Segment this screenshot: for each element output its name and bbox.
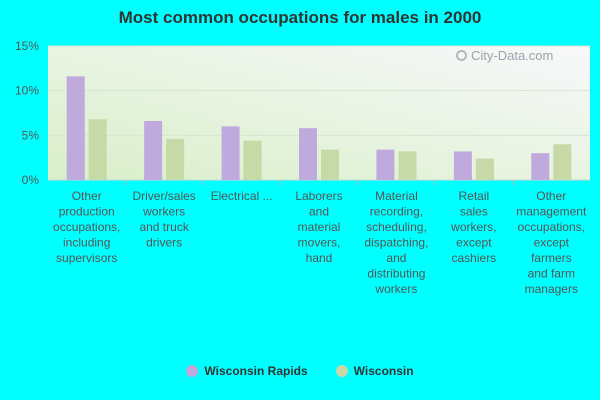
chart-title: Most common occupations for males in 200… <box>118 8 482 27</box>
x-tick-label: Laborers and material movers, hand <box>295 189 342 265</box>
legend-label: Wisconsin <box>353 364 414 378</box>
bar-wisconsin-rapids <box>376 149 395 180</box>
bar-wisconsin-rapids <box>144 121 163 180</box>
search-icon <box>456 50 467 61</box>
bar-wisconsin-rapids <box>531 153 550 180</box>
bar-wisconsin <box>243 140 262 180</box>
x-tick-label: Other management occupations, except farmers… <box>516 189 587 296</box>
legend: Wisconsin Rapids Wisconsin <box>0 364 600 378</box>
bar-wisconsin <box>321 149 339 180</box>
watermark: City-Data.com <box>456 48 553 63</box>
x-tick-label: Retail sales workers, except cashiers <box>450 189 496 265</box>
bar-wisconsin <box>88 119 107 180</box>
bar-wisconsin <box>553 144 572 180</box>
legend-label: Wisconsin Rapids <box>204 364 308 378</box>
legend-item-wisconsin: Wisconsin <box>335 364 414 378</box>
bar-wisconsin-rapids <box>453 151 472 180</box>
x-tick-label: Driver/sales workers and truck drivers <box>132 189 195 250</box>
y-tick-label: 0% <box>22 173 40 187</box>
watermark-text: City-Data.com <box>471 48 554 63</box>
y-tick-label: 15% <box>15 39 39 53</box>
plot-area <box>48 46 590 180</box>
y-tick-label: 10% <box>15 84 39 98</box>
x-tick-label: Electrical ... <box>211 189 273 203</box>
x-tick-label: Material recording, scheduling, dispatching… <box>364 189 428 296</box>
y-tick-label: 5% <box>22 128 40 142</box>
legend-item-wisconsin-rapids: Wisconsin Rapids <box>186 364 308 378</box>
x-tick-label: Other production occupations, including supe… <box>53 189 120 265</box>
bar-wisconsin <box>166 138 185 180</box>
legend-swatch-wisconsin-rapids <box>186 365 199 377</box>
legend-swatch-wisconsin <box>335 365 348 377</box>
bar-wisconsin-rapids <box>66 76 85 180</box>
bar-wisconsin <box>398 151 417 180</box>
bar-wisconsin-rapids <box>221 126 240 180</box>
bar-wisconsin <box>475 158 494 180</box>
bar-wisconsin-rapids <box>299 128 317 180</box>
